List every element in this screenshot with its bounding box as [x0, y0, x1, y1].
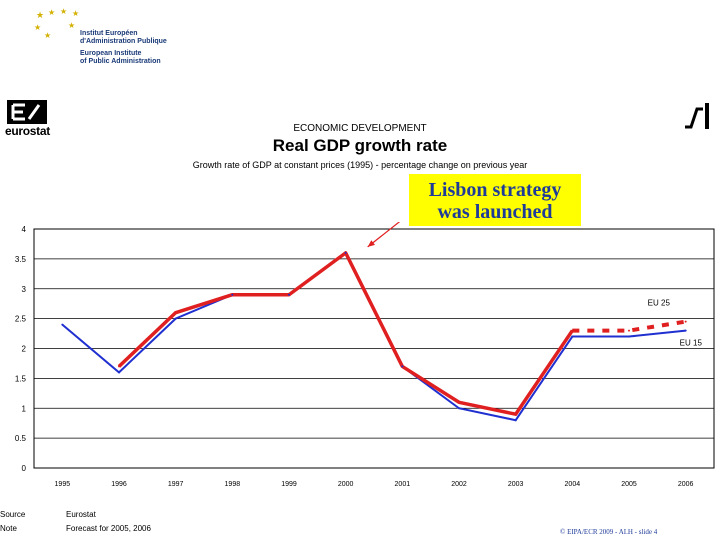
eurostat-logo: eurostat	[3, 100, 59, 140]
chart-subtitle: Growth rate of GDP at constant prices (1…	[192, 160, 528, 170]
eipa-line-3: European Institute	[80, 50, 142, 57]
data-point	[458, 401, 460, 404]
eipa-line-1: Institut Européen	[80, 30, 138, 37]
data-point	[571, 329, 574, 332]
y-tick-label: 3.5	[15, 255, 27, 264]
data-point	[571, 335, 574, 338]
x-tick-label: 2005	[621, 481, 637, 488]
data-point	[288, 293, 290, 296]
x-tick-label: 2003	[508, 481, 524, 488]
x-tick-label: 2002	[451, 481, 467, 488]
gdp-line-chart: 0 0.5 1 1.5 2 2.5 3 3.5 4 1995 1996 1997 1998 1999 200…	[15, 222, 715, 488]
y-tick-label: 0	[22, 464, 27, 473]
section-heading: ECONOMIC DEVELOPMENT	[293, 123, 427, 134]
x-tick-label: 1996	[111, 481, 127, 488]
data-point	[684, 329, 687, 332]
eipa-line-4: of Public Administration	[80, 58, 161, 65]
data-point	[118, 371, 120, 374]
data-point	[174, 317, 177, 320]
callout-arrow	[367, 222, 401, 248]
data-point	[514, 419, 517, 422]
data-point	[344, 251, 347, 254]
x-tick-label: 1997	[168, 481, 184, 488]
callout-line-1: Lisbon strategy	[428, 179, 562, 201]
svg-text:★: ★	[48, 8, 55, 17]
y-tick-label: 4	[22, 225, 27, 234]
svg-text:★: ★	[60, 8, 67, 16]
copyright-text: © EIPA/ECR 2009 - AI.H - slide 4	[560, 528, 658, 536]
y-tick-label: 0.5	[15, 434, 27, 443]
lisbon-callout: Lisbon strategy was launched	[409, 174, 581, 226]
x-tick-label: 1998	[225, 481, 241, 488]
svg-text:★: ★	[34, 23, 41, 32]
eurostat-wordmark: eurostat	[5, 124, 50, 138]
svg-text:★: ★	[72, 9, 79, 18]
eu-stars-icon: ★ ★ ★ ★ ★ ★ ★	[34, 8, 79, 40]
eurostat-mark-icon	[7, 100, 47, 124]
svg-text:★: ★	[44, 31, 51, 40]
chart-title: Real GDP growth rate	[272, 136, 448, 155]
callout-line-2: was launched	[437, 201, 553, 223]
data-point	[458, 407, 460, 410]
data-point	[174, 311, 177, 314]
note-value: Forecast for 2005, 2006	[66, 524, 151, 533]
data-point	[684, 320, 687, 323]
svg-text:★: ★	[36, 10, 44, 20]
series-line-eu25-forecast	[572, 319, 686, 333]
data-point	[628, 335, 630, 338]
y-tick-label: 2.5	[15, 315, 27, 324]
series-label-eu25: EU 25	[648, 298, 671, 307]
note-label: Note	[0, 524, 17, 533]
y-tick-label: 1.5	[15, 374, 27, 383]
x-tick-label: 2006	[678, 481, 694, 488]
data-point	[401, 365, 404, 368]
x-tick-label: 2000	[338, 481, 354, 488]
y-tick-label: 3	[22, 285, 27, 294]
y-tick-label: 2	[22, 345, 27, 354]
data-point	[514, 413, 517, 416]
eipa-line-2: d'Administration Publique	[80, 38, 167, 45]
y-tick-label: 1	[22, 404, 27, 413]
source-value: Eurostat	[66, 510, 96, 519]
x-tick-label: 1999	[281, 481, 297, 488]
x-tick-label: 2001	[395, 481, 411, 488]
right-corner-logo	[683, 101, 711, 131]
x-tick-label: 1995	[55, 481, 71, 488]
data-point	[231, 293, 234, 296]
arrow-head-icon	[367, 240, 376, 247]
source-label: Source	[0, 510, 26, 519]
series-label-eu15: EU 15	[680, 339, 703, 348]
svg-text:★: ★	[68, 21, 75, 30]
x-tick-label: 2004	[565, 481, 581, 488]
s-mark-icon	[685, 103, 709, 129]
data-point	[61, 323, 64, 326]
data-point	[118, 365, 120, 368]
data-point	[628, 329, 630, 332]
eipa-logo: ★ ★ ★ ★ ★ ★ ★ Institut Européen d'Admini…	[30, 8, 180, 70]
